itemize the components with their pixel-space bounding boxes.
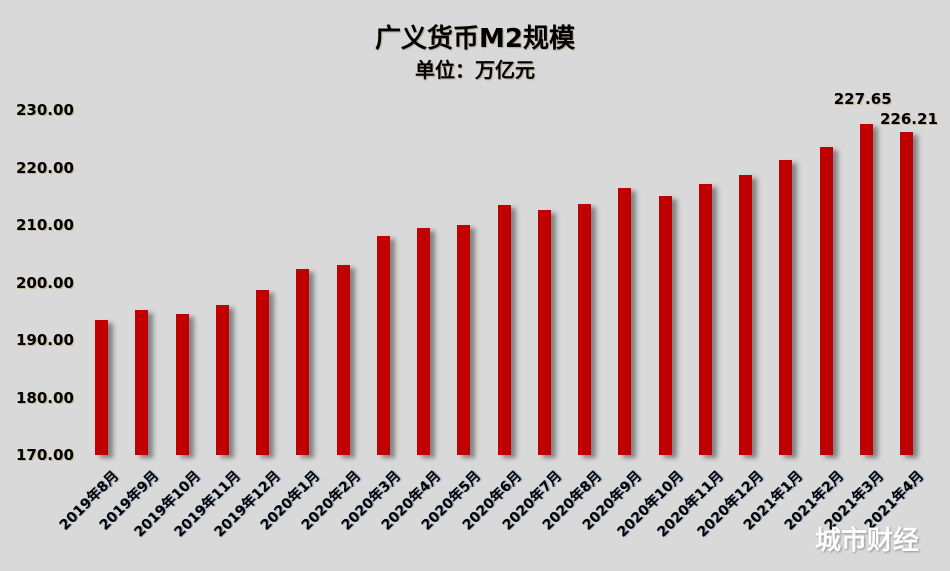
bar [698,183,712,455]
data-label: 226.21 [880,109,938,128]
bar [175,314,189,455]
bar [215,304,229,455]
bar [618,188,632,455]
y-tick-label: 170.00 [16,446,74,464]
bar [457,225,471,455]
y-tick-label: 200.00 [16,273,74,292]
y-tick-label: 220.00 [16,158,74,177]
bar [739,174,752,455]
bar [779,160,793,455]
chart-subtitle: 单位：万亿元 [415,58,535,82]
bar [296,269,310,455]
y-tick-label: 230.00 [16,101,74,119]
chart-title: 广义货币M2规模 [375,24,575,54]
y-tick-label: 210.00 [16,216,74,234]
bar [537,210,551,455]
bar [256,289,269,455]
bar [658,196,672,455]
bar [900,131,913,455]
bar [95,319,108,455]
y-tick-label: 190.00 [16,331,74,349]
bar [135,310,149,455]
bar [819,146,833,455]
bar [578,203,591,455]
watermark: 城市财经 [815,526,920,556]
bar [859,123,873,455]
bar [497,204,511,455]
bar [376,235,390,455]
y-tick-label: 180.00 [16,388,74,407]
bar [417,228,430,455]
bar [336,265,350,455]
data-label: 227.65 [833,89,892,108]
